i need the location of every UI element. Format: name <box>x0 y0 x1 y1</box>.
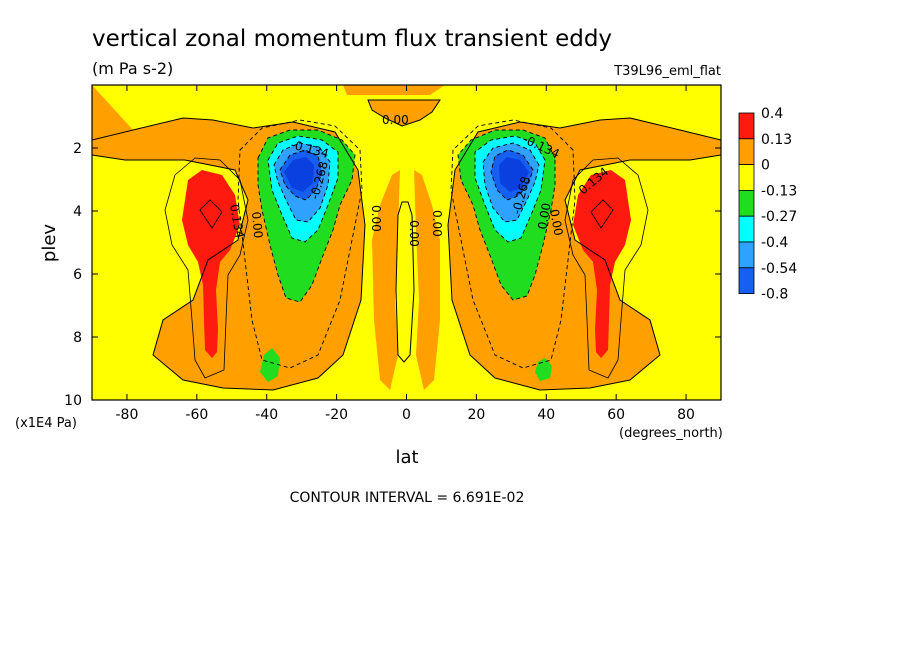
colorbar-label: 0.13 <box>761 132 792 148</box>
contour-label: 0.134 <box>227 203 247 239</box>
x-tick-label: 80 <box>677 407 695 423</box>
colorbar-swatch <box>738 241 755 269</box>
y-tick-label: 8 <box>73 330 82 346</box>
region-sh-blue-core <box>284 157 314 192</box>
plot-area: 0.134 0.00 -0.134 -0.268 0.00 0.00 0.00 … <box>92 85 721 400</box>
colorbar-swatch <box>738 138 755 166</box>
colorbar-label: 0 <box>761 158 770 174</box>
colorbar-swatch <box>738 164 755 191</box>
y-axis: 2 4 6 8 10 <box>64 141 721 409</box>
contour-label: 0.00 <box>369 205 383 232</box>
dataset-label: T39L96_eml_flat <box>613 64 721 79</box>
colorbar-swatch <box>738 112 755 140</box>
contour-interval-footer: CONTOUR INTERVAL = 6.691E-02 <box>290 490 525 506</box>
region-nh-red <box>573 170 631 358</box>
colorbar: 0.4 0.13 0 -0.13 -0.27 -0.4 -0.54 -0.8 <box>738 106 797 303</box>
contour-label: 0.00 <box>407 220 421 247</box>
contour-label: 0.00 <box>547 208 565 237</box>
colorbar-label: -0.13 <box>761 183 797 199</box>
colorbar-label: -0.54 <box>761 261 797 277</box>
contour-label: 0.00 <box>382 113 409 127</box>
y-tick-label: 6 <box>73 267 82 283</box>
x-tick-label: 20 <box>467 407 485 423</box>
x-tick-label: -20 <box>325 407 348 423</box>
x-axis-title: lat <box>395 447 418 468</box>
y-units-label: (x1E4 Pa) <box>15 416 77 431</box>
contour-label: 0.00 <box>535 202 553 231</box>
region-sh-red <box>182 170 240 358</box>
x-tick-label: 40 <box>537 407 555 423</box>
region-center-col-left <box>372 170 400 390</box>
region-nh-blue-core <box>499 157 529 192</box>
contour-lines-negative <box>237 119 576 369</box>
region-center-top <box>368 100 440 126</box>
colorbar-swatch <box>738 267 755 294</box>
x-units-label: (degrees_north) <box>619 426 723 441</box>
colorbar-swatch <box>738 215 755 243</box>
colorbar-swatch <box>738 189 755 217</box>
x-axis: -80 -60 -40 -20 0 20 40 60 80 <box>116 85 695 423</box>
region-center-yellow <box>396 202 414 362</box>
colorbar-label: -0.27 <box>761 209 797 225</box>
contour-label: 0.00 <box>249 211 265 239</box>
x-tick-label: 0 <box>402 407 411 423</box>
colorbar-label: 0.4 <box>761 106 783 122</box>
colorbar-label: -0.4 <box>761 235 788 251</box>
y-tick-label: 2 <box>73 141 82 157</box>
x-tick-label: 60 <box>607 407 625 423</box>
region-sh-green-blob <box>260 348 280 382</box>
colorbar-label: -0.8 <box>761 287 788 303</box>
x-tick-label: -60 <box>185 407 208 423</box>
y-tick-label: 10 <box>64 393 82 409</box>
contour-lines-positive <box>164 157 649 379</box>
y-axis-title: plev <box>39 224 60 263</box>
region-center-col-right <box>414 170 440 390</box>
contour-label: 0.00 <box>430 210 444 237</box>
x-tick-label: -80 <box>116 407 139 423</box>
contour-lines-zero <box>92 99 721 391</box>
units-label: (m Pa s-2) <box>92 59 173 78</box>
chart-title: vertical zonal momentum flux transient e… <box>92 26 612 52</box>
y-tick-label: 4 <box>73 204 82 220</box>
x-tick-label: -40 <box>255 407 278 423</box>
